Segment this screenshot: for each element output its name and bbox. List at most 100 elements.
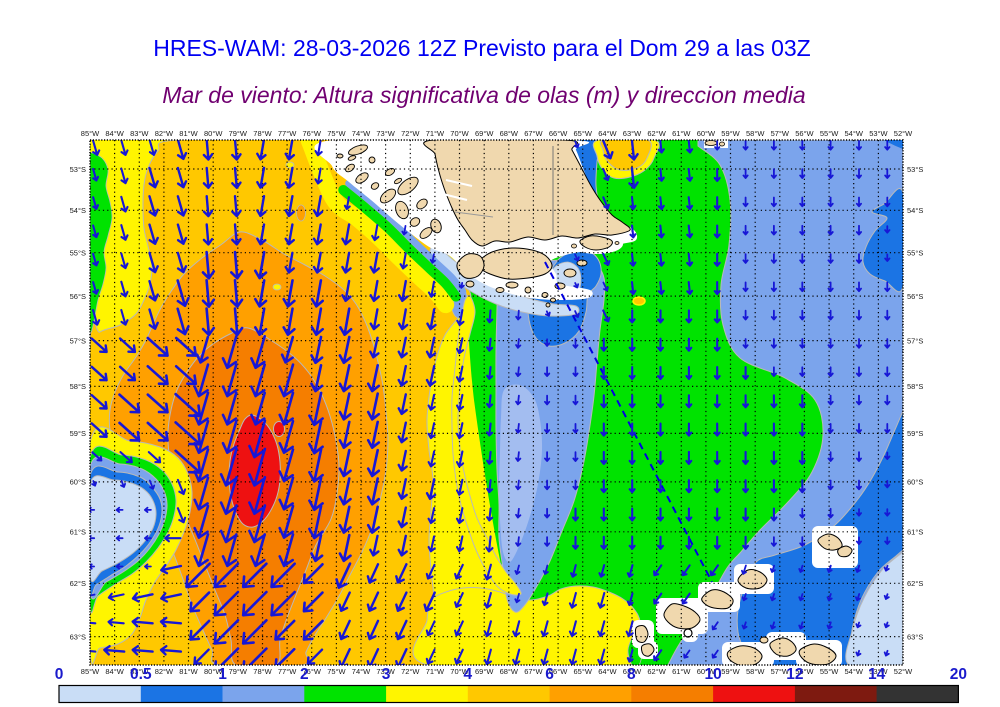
svg-text:62°W: 62°W bbox=[647, 667, 666, 676]
svg-text:67°W: 67°W bbox=[524, 667, 543, 676]
svg-text:55°S: 55°S bbox=[907, 249, 923, 258]
svg-text:59°W: 59°W bbox=[721, 129, 740, 138]
svg-text:63°S: 63°S bbox=[70, 632, 86, 641]
svg-text:58°S: 58°S bbox=[70, 382, 86, 391]
svg-text:10: 10 bbox=[704, 666, 721, 683]
svg-text:69°W: 69°W bbox=[475, 129, 494, 138]
svg-text:71°W: 71°W bbox=[426, 129, 445, 138]
svg-text:54°W: 54°W bbox=[844, 129, 863, 138]
svg-text:56°W: 56°W bbox=[795, 667, 814, 676]
svg-text:63°S: 63°S bbox=[907, 632, 923, 641]
svg-text:85°W: 85°W bbox=[81, 667, 100, 676]
svg-text:57°S: 57°S bbox=[907, 336, 923, 345]
svg-text:59°W: 59°W bbox=[721, 667, 740, 676]
svg-text:58°W: 58°W bbox=[746, 129, 765, 138]
svg-text:14: 14 bbox=[868, 666, 886, 683]
svg-text:79°W: 79°W bbox=[229, 667, 248, 676]
svg-text:80°W: 80°W bbox=[204, 129, 223, 138]
svg-text:63°W: 63°W bbox=[623, 129, 642, 138]
svg-text:53°W: 53°W bbox=[869, 667, 888, 676]
svg-text:83°W: 83°W bbox=[130, 129, 149, 138]
svg-text:75°W: 75°W bbox=[327, 129, 346, 138]
svg-text:3: 3 bbox=[382, 666, 391, 683]
svg-text:66°W: 66°W bbox=[549, 129, 568, 138]
svg-text:60°S: 60°S bbox=[70, 478, 86, 487]
svg-text:54°W: 54°W bbox=[844, 667, 863, 676]
svg-text:6: 6 bbox=[545, 666, 554, 683]
svg-text:2: 2 bbox=[300, 666, 309, 683]
svg-text:HRES-WAM: 28-03-2026 12Z Previ: HRES-WAM: 28-03-2026 12Z Previsto para e… bbox=[153, 35, 810, 61]
svg-text:55°W: 55°W bbox=[820, 667, 839, 676]
svg-text:55°S: 55°S bbox=[70, 249, 86, 258]
svg-text:67°W: 67°W bbox=[524, 129, 543, 138]
svg-text:85°W: 85°W bbox=[81, 129, 100, 138]
svg-text:68°W: 68°W bbox=[500, 129, 519, 138]
svg-text:64°W: 64°W bbox=[598, 129, 617, 138]
svg-text:77°W: 77°W bbox=[278, 129, 297, 138]
svg-text:62°S: 62°S bbox=[907, 579, 923, 588]
svg-text:57°W: 57°W bbox=[771, 129, 790, 138]
svg-text:72°W: 72°W bbox=[401, 667, 420, 676]
svg-text:69°W: 69°W bbox=[475, 667, 494, 676]
svg-text:53°S: 53°S bbox=[70, 165, 86, 174]
svg-text:84°W: 84°W bbox=[105, 129, 124, 138]
svg-text:0: 0 bbox=[55, 666, 64, 683]
svg-text:58°W: 58°W bbox=[746, 667, 765, 676]
svg-text:61°S: 61°S bbox=[70, 528, 86, 537]
svg-text:81°W: 81°W bbox=[179, 667, 198, 676]
svg-text:56°W: 56°W bbox=[795, 129, 814, 138]
svg-text:78°W: 78°W bbox=[253, 129, 272, 138]
svg-text:80°W: 80°W bbox=[204, 667, 223, 676]
svg-text:66°W: 66°W bbox=[549, 667, 568, 676]
svg-text:20: 20 bbox=[950, 666, 967, 683]
svg-text:59°S: 59°S bbox=[70, 429, 86, 438]
svg-text:70°W: 70°W bbox=[450, 667, 469, 676]
svg-text:60°W: 60°W bbox=[697, 667, 716, 676]
svg-text:52°W: 52°W bbox=[894, 667, 913, 676]
svg-text:55°W: 55°W bbox=[820, 129, 839, 138]
svg-text:64°W: 64°W bbox=[598, 667, 617, 676]
svg-text:81°W: 81°W bbox=[179, 129, 198, 138]
svg-text:65°W: 65°W bbox=[573, 667, 592, 676]
svg-text:79°W: 79°W bbox=[229, 129, 248, 138]
svg-text:68°W: 68°W bbox=[500, 667, 519, 676]
svg-text:76°W: 76°W bbox=[302, 667, 321, 676]
svg-text:60°W: 60°W bbox=[697, 129, 716, 138]
svg-text:82°W: 82°W bbox=[155, 129, 174, 138]
svg-text:4: 4 bbox=[463, 666, 472, 683]
svg-text:60°S: 60°S bbox=[907, 478, 923, 487]
svg-text:57°W: 57°W bbox=[771, 667, 790, 676]
svg-text:61°W: 61°W bbox=[672, 667, 691, 676]
svg-text:73°W: 73°W bbox=[376, 129, 395, 138]
svg-text:78°W: 78°W bbox=[253, 667, 272, 676]
svg-text:59°S: 59°S bbox=[907, 429, 923, 438]
svg-text:62°W: 62°W bbox=[647, 129, 666, 138]
svg-text:65°W: 65°W bbox=[573, 129, 592, 138]
svg-text:61°S: 61°S bbox=[907, 528, 923, 537]
svg-text:82°W: 82°W bbox=[155, 667, 174, 676]
svg-text:77°W: 77°W bbox=[278, 667, 297, 676]
svg-text:57°S: 57°S bbox=[70, 336, 86, 345]
svg-text:84°W: 84°W bbox=[105, 667, 124, 676]
svg-text:1: 1 bbox=[218, 666, 227, 683]
svg-text:76°W: 76°W bbox=[302, 129, 321, 138]
svg-text:58°S: 58°S bbox=[907, 382, 923, 391]
svg-text:52°W: 52°W bbox=[894, 129, 913, 138]
svg-text:54°S: 54°S bbox=[907, 206, 923, 215]
svg-text:56°S: 56°S bbox=[70, 292, 86, 301]
svg-text:12: 12 bbox=[786, 666, 803, 683]
svg-text:72°W: 72°W bbox=[401, 129, 420, 138]
svg-text:74°W: 74°W bbox=[352, 667, 371, 676]
svg-text:61°W: 61°W bbox=[672, 129, 691, 138]
svg-text:75°W: 75°W bbox=[327, 667, 346, 676]
svg-text:74°W: 74°W bbox=[352, 129, 371, 138]
svg-text:53°W: 53°W bbox=[869, 129, 888, 138]
svg-text:Mar de viento: Altura signific: Mar de viento: Altura significativa de o… bbox=[162, 82, 805, 108]
svg-text:62°S: 62°S bbox=[70, 579, 86, 588]
svg-text:73°W: 73°W bbox=[376, 667, 395, 676]
svg-text:8: 8 bbox=[627, 666, 636, 683]
svg-text:83°W: 83°W bbox=[130, 667, 149, 676]
svg-text:63°W: 63°W bbox=[623, 667, 642, 676]
svg-text:71°W: 71°W bbox=[426, 667, 445, 676]
svg-text:0.5: 0.5 bbox=[130, 666, 152, 683]
